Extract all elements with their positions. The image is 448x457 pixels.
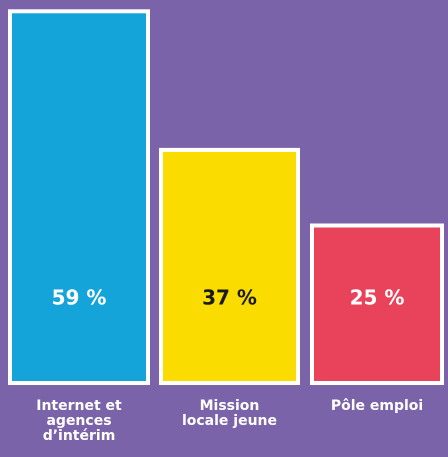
category-label: Mission locale jeune [181, 398, 278, 429]
category-label: Internet et agences d’intérim [36, 398, 122, 444]
bar [8, 9, 150, 386]
value-label: 25 % [350, 286, 405, 310]
bar [310, 223, 444, 385]
category-label: Pôle emploi [330, 398, 424, 414]
value-label: 37 % [202, 286, 257, 310]
value-label: 59 % [52, 286, 107, 310]
bar [159, 147, 300, 385]
